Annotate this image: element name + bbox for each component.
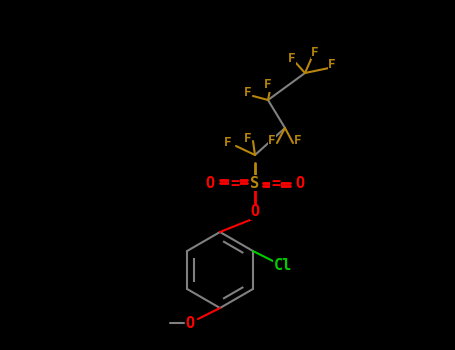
Text: =: = <box>271 175 280 190</box>
Text: S: S <box>250 175 259 190</box>
Text: F: F <box>224 136 232 149</box>
Text: O: O <box>186 315 195 330</box>
Text: O: O <box>250 204 259 219</box>
Text: F: F <box>328 58 336 71</box>
Text: F: F <box>244 85 252 98</box>
Text: O: O <box>295 175 304 190</box>
Text: O: O <box>206 175 215 190</box>
Text: F: F <box>244 132 252 145</box>
Text: F: F <box>268 133 276 147</box>
Text: F: F <box>294 133 302 147</box>
Text: F: F <box>311 46 319 58</box>
Text: F: F <box>264 78 272 91</box>
Text: =: = <box>230 175 239 190</box>
Text: Cl: Cl <box>274 259 292 273</box>
Text: F: F <box>288 51 296 64</box>
